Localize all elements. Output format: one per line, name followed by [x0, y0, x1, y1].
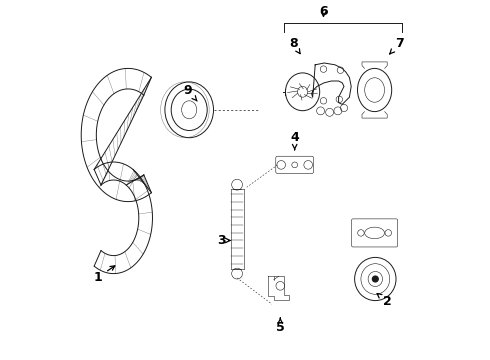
Text: 3: 3 [217, 234, 230, 247]
Text: 8: 8 [289, 37, 300, 54]
Circle shape [372, 276, 378, 282]
Text: 6: 6 [319, 5, 328, 18]
Text: 5: 5 [276, 318, 285, 334]
Text: 9: 9 [184, 84, 197, 101]
Text: 7: 7 [390, 37, 403, 54]
Text: 4: 4 [290, 131, 299, 150]
Text: 1: 1 [94, 266, 115, 284]
Text: 2: 2 [377, 293, 392, 308]
